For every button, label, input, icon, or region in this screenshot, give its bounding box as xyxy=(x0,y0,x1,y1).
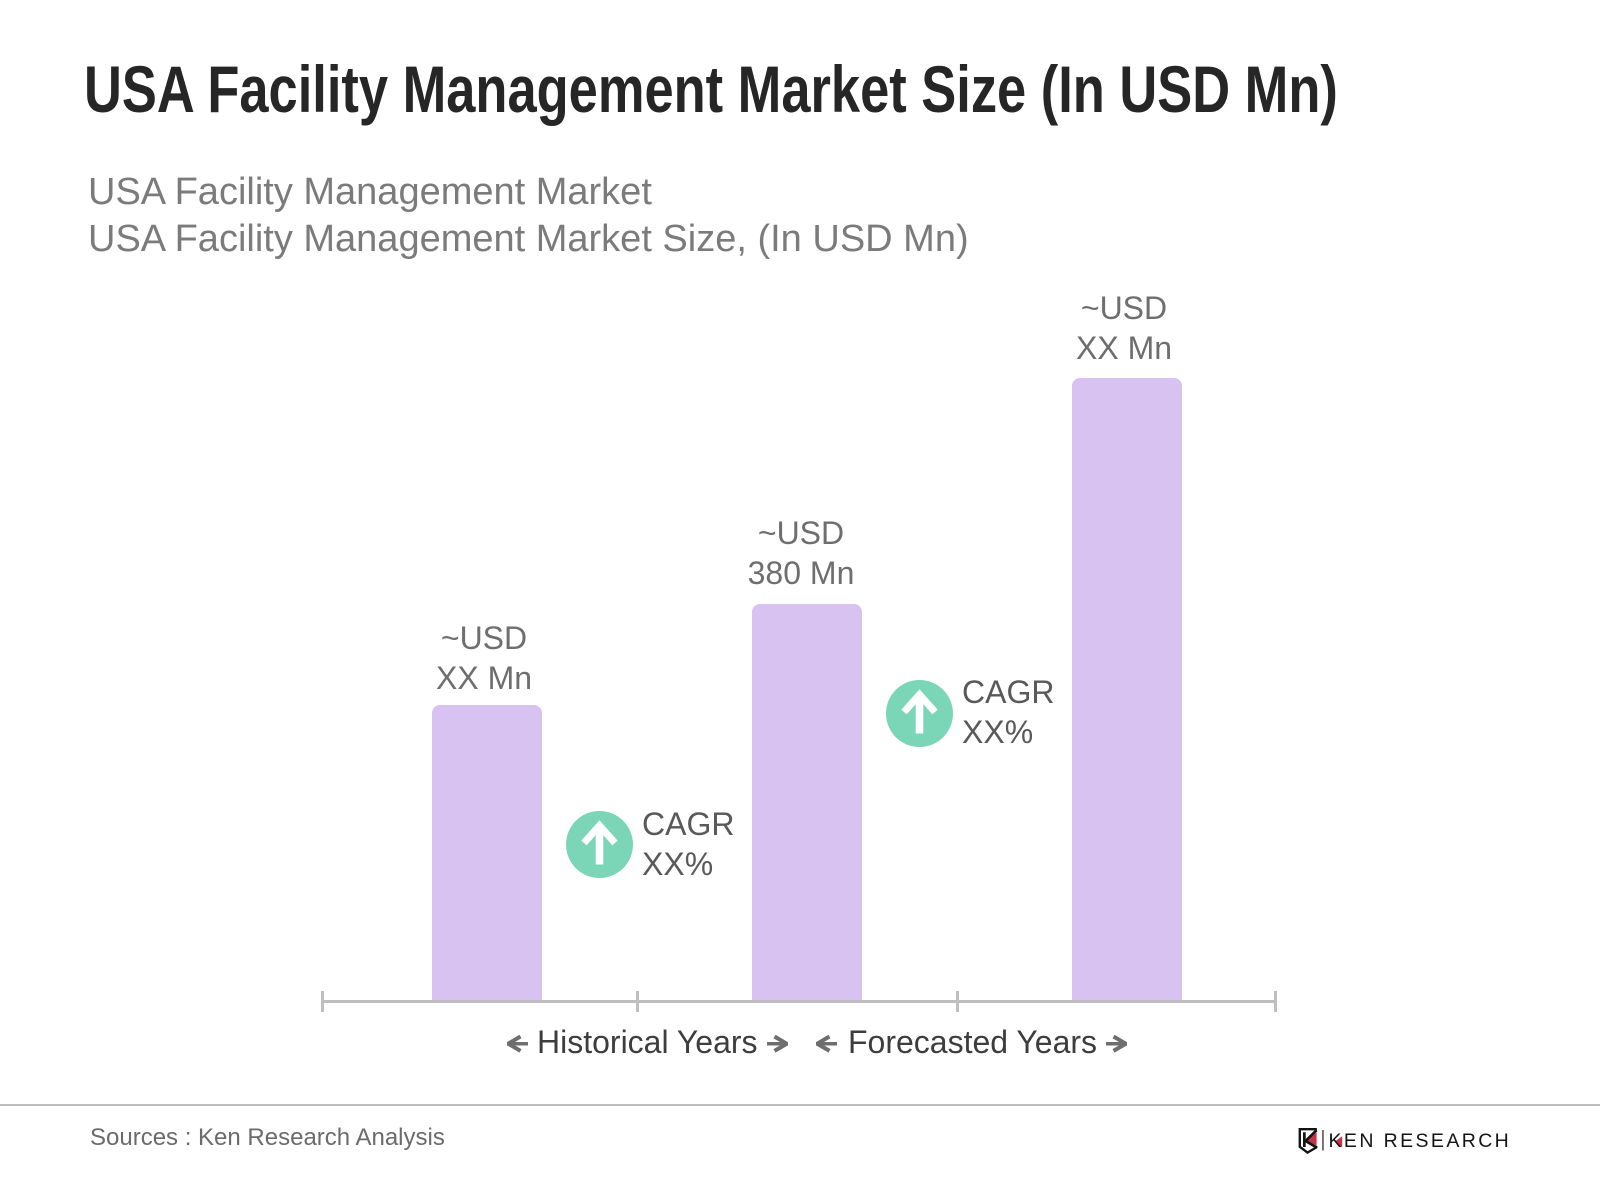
svg-text:KEN RESEARCH: KEN RESEARCH xyxy=(1329,1130,1512,1152)
